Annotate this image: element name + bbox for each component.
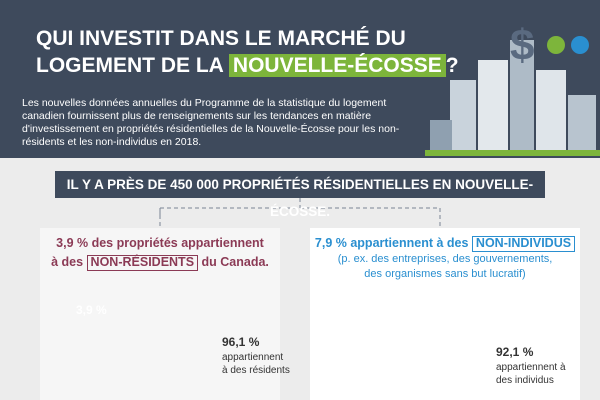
left-heading: 3,9 % des propriétés appartiennent à des…: [40, 234, 280, 272]
rest-label: appartiennent: [222, 352, 284, 363]
heading-line: 3,9 % des propriétés appartiennent: [56, 236, 264, 250]
svg-text:$: $: [510, 21, 534, 70]
title-highlight: NOUVELLE-ÉCOSSE: [228, 54, 446, 77]
heading-text: à des: [51, 255, 84, 269]
heading-highlight: NON-RÉSIDENTS: [86, 255, 199, 271]
wedge-label: 7,9 %: [448, 312, 479, 326]
left-card: [40, 228, 280, 400]
rest-label: à des résidents: [222, 365, 290, 376]
subheading: des organismes sans but lucratif): [364, 268, 526, 280]
title-end: ?: [445, 54, 459, 77]
title-line: QUI INVESTIT DANS LE MARCHÉ DU: [36, 27, 406, 50]
rest-value: 92,1 %: [496, 345, 534, 359]
heading-highlight: NON-INDIVIDUS: [471, 236, 576, 252]
right-heading: 7,9 % appartiennent à des NON-INDIVIDUS …: [310, 234, 580, 282]
title-text: LOGEMENT DE LA: [36, 54, 224, 77]
wedge-label: 3,9 %: [76, 303, 107, 317]
heading-text: 7,9 % appartiennent à des: [314, 236, 469, 250]
heading-line: 7,9 % appartiennent à des NON-INDIVIDUS: [310, 234, 580, 252]
title-line: LOGEMENT DE LA NOUVELLE-ÉCOSSE?: [36, 54, 459, 78]
rest-value: 96,1 %: [222, 335, 260, 349]
banner: IL Y A PRÈS DE 450 000 PROPRIÉTÉS RÉSIDE…: [55, 171, 545, 219]
subheading: (p. ex. des entreprises, des gouvernemen…: [337, 253, 553, 265]
rest-label: des individus: [496, 375, 554, 386]
rest-label: appartiennent à: [496, 362, 566, 373]
right-card: [310, 228, 580, 400]
intro-paragraph: Les nouvelles données annuelles du Progr…: [22, 97, 400, 148]
heading-text: du Canada.: [201, 255, 269, 269]
heading-line: à des NON-RÉSIDENTS du Canada.: [40, 253, 280, 272]
